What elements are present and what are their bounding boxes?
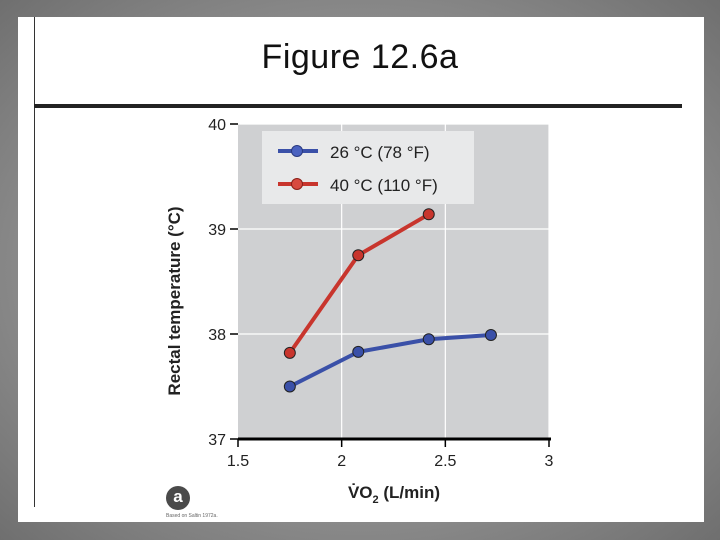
legend-label-40c: 40 °C (110 °F) [330, 176, 438, 195]
series-point-0 [352, 345, 365, 358]
series-point-0 [422, 333, 435, 346]
legend-marker-26c [291, 145, 303, 157]
legend-label-26c: 26 °C (78 °F) [330, 143, 430, 162]
credit-text: Based on Saltin 1972a. [166, 513, 218, 519]
slide-title: Figure 12.6a [261, 38, 459, 76]
series-point-1 [422, 208, 435, 221]
series-line-0 [288, 333, 492, 389]
series-point-0 [283, 380, 296, 393]
left-rule [34, 17, 35, 507]
y-tick-label: 40 [208, 117, 226, 134]
series-layer [283, 208, 497, 393]
x-axis-label: V̇O2 (L/min) [348, 483, 440, 506]
legend-marker-40c [291, 178, 303, 190]
panel-badge: a [166, 486, 190, 510]
x-ticks: 1.5 2 2.5 3 [227, 439, 554, 470]
x-tick-label: 2 [337, 453, 346, 470]
title-rule [34, 104, 682, 108]
y-tick-label: 39 [208, 222, 226, 239]
series-point-1 [352, 249, 365, 262]
y-tick-label: 38 [208, 327, 226, 344]
x-tick-label: 3 [545, 453, 554, 470]
x-tick-label: 1.5 [227, 453, 249, 470]
legend-box [262, 131, 474, 204]
x-tick-label: 2.5 [434, 453, 456, 470]
y-ticks: 37 38 39 40 [208, 117, 238, 449]
series-point-1 [283, 346, 296, 359]
y-axis-label: Rectal temperature (°C) [165, 206, 184, 395]
y-tick-label: 37 [208, 432, 226, 449]
series-point-0 [484, 329, 497, 342]
legend: 26 °C (78 °F) 40 °C (110 °F) [262, 131, 474, 204]
